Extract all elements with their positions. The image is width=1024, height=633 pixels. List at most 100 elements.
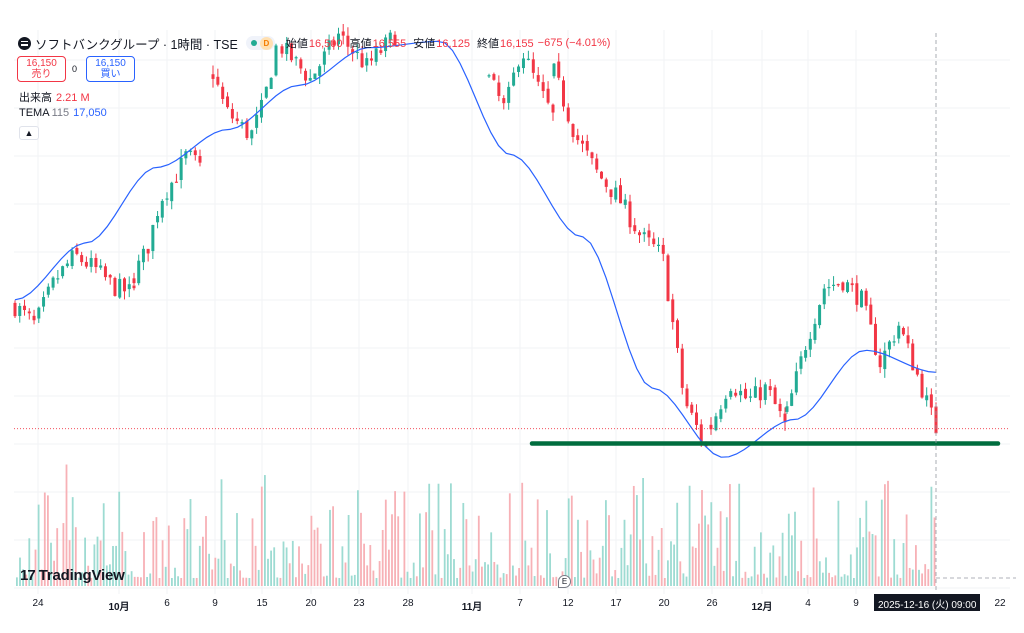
volume-bar — [753, 546, 756, 586]
volume-bar — [19, 557, 21, 586]
volume-bar — [667, 560, 669, 586]
candle-body — [269, 77, 273, 89]
volume-bar — [601, 545, 604, 586]
volume-bar — [713, 565, 716, 586]
sell-label: 売り — [31, 69, 52, 80]
volume-bar — [580, 551, 582, 586]
volume-bar — [902, 543, 905, 586]
volume-bar — [527, 565, 530, 586]
volume-bar — [760, 532, 762, 586]
candle-body — [103, 266, 107, 278]
volume-bar — [533, 576, 536, 586]
volume-bar — [493, 561, 496, 586]
volume-bar — [102, 503, 105, 586]
volume-bar — [37, 504, 40, 586]
candle-body — [517, 66, 521, 72]
symbol-header: ソフトバンクグループ · 1時間 · TSE D 始値16,500 高値16,5… — [18, 35, 610, 52]
candle-body — [873, 323, 877, 355]
candle-body — [32, 315, 36, 321]
tradingview-logo[interactable]: 17 TradingView — [20, 567, 125, 584]
candle-body — [714, 416, 718, 431]
volume-bar — [927, 569, 930, 586]
volume-bar — [477, 515, 480, 586]
candle-body — [245, 120, 249, 138]
volume-bar — [412, 562, 415, 586]
x-tick-label: 22 — [994, 598, 1006, 609]
volume-bar — [611, 576, 613, 586]
candle-body — [46, 286, 50, 295]
volume-bar — [766, 577, 768, 586]
volume-bar — [673, 544, 675, 586]
x-tick-label: 23 — [353, 598, 365, 609]
x-tick-label: 4 — [805, 598, 811, 609]
buy-button[interactable]: 16,150 買い — [86, 56, 135, 82]
volume-bar — [812, 487, 815, 586]
volume-bar — [291, 540, 294, 586]
x-tick-label: 10月 — [108, 602, 130, 613]
earnings-marker[interactable]: E — [558, 575, 571, 588]
candle-body — [929, 394, 933, 408]
volume-bar — [400, 577, 403, 586]
volume-bar — [446, 554, 449, 586]
candle-body — [160, 200, 164, 218]
volume-legend[interactable]: 出来高 2.21 M — [19, 89, 90, 105]
volume-bar — [388, 549, 390, 586]
volume-bar — [710, 502, 713, 586]
candle-body — [313, 73, 317, 80]
time-axis[interactable]: 24 10月 6 9 15 20 23 28 11月 7 12 17 20 26 12月 4 9 22 — [0, 596, 1024, 613]
volume-bar — [797, 571, 799, 586]
candle-body — [695, 412, 698, 425]
volume-bar — [453, 559, 455, 586]
volume-bar — [735, 560, 737, 586]
volume-bar — [295, 577, 297, 586]
volume-bar — [670, 541, 672, 586]
collapse-legend-button[interactable]: ▲ — [19, 126, 39, 140]
volume-bar — [25, 574, 28, 586]
volume-bar — [499, 577, 502, 586]
candle-body — [763, 384, 767, 400]
volume-bar — [326, 575, 328, 586]
candle-body — [666, 255, 670, 302]
volume-bar — [614, 570, 617, 586]
volume-bar — [722, 570, 725, 586]
volume-bar — [257, 569, 260, 586]
candle-body — [785, 406, 789, 412]
volume-bar — [443, 529, 446, 586]
candle-body — [75, 248, 79, 254]
sell-button[interactable]: 16,150 売り — [17, 56, 66, 82]
tema-value: 17,050 — [73, 107, 107, 119]
volume-bar — [620, 547, 623, 586]
volume-bar — [149, 573, 152, 586]
volume-bar — [605, 500, 607, 586]
volume-bar — [350, 575, 353, 586]
volume-bar — [738, 483, 741, 586]
volume-bar — [468, 565, 471, 586]
volume-bar — [704, 515, 706, 586]
market-status[interactable]: D — [245, 36, 275, 50]
tema-legend[interactable]: TEMA 115 17,050 — [19, 107, 107, 119]
volume-bar — [933, 517, 936, 586]
volume-bar — [211, 569, 214, 586]
volume-bar — [639, 539, 641, 586]
volume-bar — [505, 574, 508, 586]
volume-bar — [233, 566, 235, 586]
candle-body — [327, 40, 331, 50]
x-tick-label: 15 — [256, 598, 268, 609]
candle-body — [351, 49, 355, 54]
volume-bar — [502, 573, 505, 586]
volume-bar — [818, 561, 821, 586]
volume-bar — [282, 541, 285, 586]
x-tick-label: 26 — [706, 598, 718, 609]
candle-body — [676, 320, 679, 348]
volume-bar — [276, 577, 279, 586]
volume-bar — [360, 512, 362, 586]
candle-body — [724, 398, 728, 409]
symbol-title[interactable]: ソフトバンクグループ · 1時間 · TSE — [35, 37, 238, 52]
volume-bar — [208, 553, 210, 586]
volume-bar — [828, 572, 830, 586]
chart-grid — [14, 30, 1010, 594]
candle-body — [108, 274, 112, 278]
volume-bar — [450, 483, 452, 586]
volume-bar — [589, 550, 592, 586]
